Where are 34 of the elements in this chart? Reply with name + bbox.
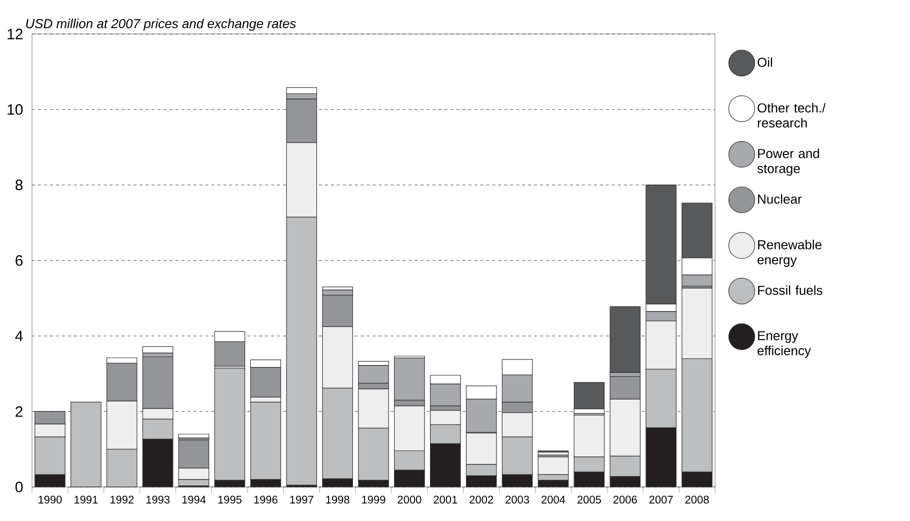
x-tick-label: 1992 [110, 496, 134, 504]
x-tick-label: 2001 [434, 496, 458, 504]
x-tick-label: 1997 [290, 496, 314, 504]
legend-label: Renewable energy [758, 240, 822, 267]
y-axis-title: USD million at 2007 prices and exchange rates [26, 18, 296, 31]
y-tick-label: 4 [15, 330, 23, 342]
x-tick-label: 1993 [146, 496, 170, 504]
legend-label: Power and storage [757, 148, 820, 176]
y-tick-label: 12 [8, 28, 22, 40]
y-tick-label: 6 [16, 255, 23, 266]
x-tick-label: 1998 [326, 496, 350, 504]
x-tick-label: 2007 [649, 496, 673, 504]
legend-label: Other tech./ research [758, 102, 826, 128]
x-tick-label: 1994 [182, 496, 206, 504]
x-tick-label: 1999 [362, 496, 386, 504]
x-tick-label: 1991 [74, 496, 98, 504]
x-tick-label: 2005 [578, 496, 601, 504]
x-tick-label: 2008 [685, 496, 709, 504]
legend-label: Fossil fuels [758, 285, 822, 295]
y-tick-label: 10 [8, 104, 23, 115]
x-tick-label: 2006 [613, 496, 637, 504]
legend-label: Energy efficiency [758, 331, 811, 358]
x-tick-label: 2003 [506, 496, 530, 504]
x-tick-label: 2004 [542, 496, 566, 504]
x-tick-label: 2000 [398, 496, 422, 504]
x-tick-label: 2002 [470, 496, 494, 504]
x-tick-label: 1990 [38, 496, 62, 504]
x-tick-label: 1995 [218, 496, 242, 504]
legend-label: Nuclear [758, 194, 802, 204]
y-tick-label: 2 [16, 406, 22, 417]
x-tick-label: 1996 [254, 496, 278, 504]
legend-label: Oil [758, 57, 772, 67]
y-tick-label: 8 [16, 180, 23, 190]
y-tick-label: 0 [15, 482, 23, 492]
